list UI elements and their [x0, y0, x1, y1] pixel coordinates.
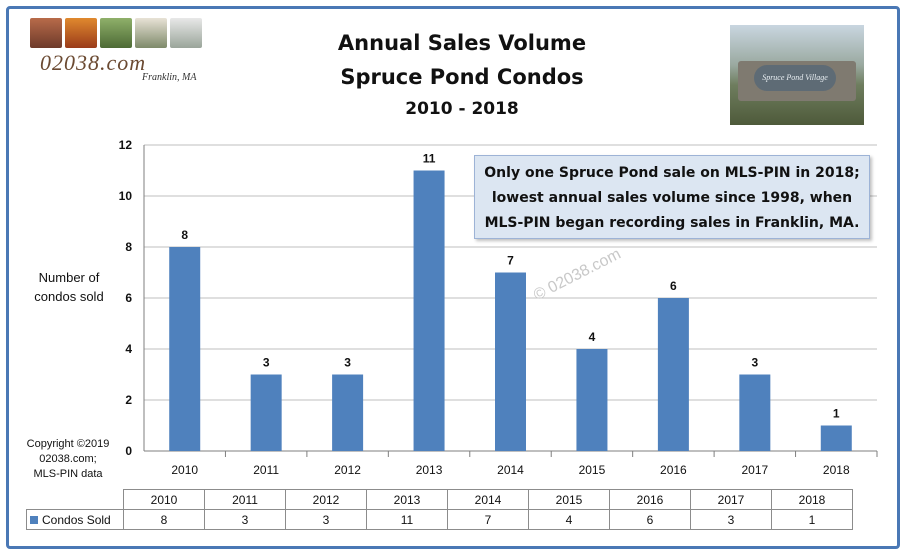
- data-label: 3: [263, 356, 270, 370]
- bar: [250, 374, 282, 451]
- bar: [739, 374, 771, 451]
- x-tick-label: 2013: [416, 463, 443, 477]
- y-tick-label: 10: [119, 189, 133, 203]
- series-name: Condos Sold: [42, 512, 111, 527]
- site-logo: 02038.com Franklin, MA: [30, 18, 205, 98]
- bar: [413, 170, 445, 451]
- x-tick-label: 2017: [741, 463, 768, 477]
- x-tick-label: 2010: [171, 463, 198, 477]
- y-axis-label: Number of condos sold: [24, 268, 114, 306]
- data-table-header-row: 2010 2011 2012 2013 2014 2015 2016 2017 2018: [26, 489, 853, 510]
- logo-photo: [100, 18, 132, 48]
- data-label: 1: [833, 407, 840, 421]
- callout-line-2: lowest annual sales volume since 1998, w…: [491, 190, 853, 206]
- data-label: 7: [507, 254, 514, 268]
- data-table-category: 2013: [366, 489, 448, 510]
- y-tick-label: 0: [125, 444, 132, 458]
- x-tick-label: 2012: [334, 463, 361, 477]
- bar: [332, 374, 364, 451]
- title-line-3: 2010 - 2018: [405, 99, 519, 119]
- copyright-line-3: MLS-PIN data: [33, 468, 103, 480]
- data-table-corner: [26, 489, 124, 510]
- x-tick-label: 2018: [823, 463, 850, 477]
- title-line-2: Spruce Pond Condos: [340, 65, 584, 89]
- data-table-category: 2015: [528, 489, 610, 510]
- data-table-value: 6: [609, 509, 691, 530]
- logo-town: Franklin, MA: [142, 72, 197, 83]
- data-label: 11: [423, 152, 436, 166]
- y-tick-label: 2: [125, 393, 132, 407]
- data-table-category: 2012: [285, 489, 367, 510]
- data-table-series-row: Condos Sold 8 3 3 11 7 4 6 3 1: [26, 509, 853, 530]
- data-table-value: 7: [447, 509, 529, 530]
- logo-photo: [65, 18, 97, 48]
- entrance-photo: Spruce Pond Village: [730, 25, 864, 125]
- copyright-line-2: 02038.com;: [39, 453, 97, 465]
- data-table-value: 1: [771, 509, 853, 530]
- copyright-line-1: Copyright ©2019: [26, 438, 110, 450]
- data-table-category: 2017: [690, 489, 772, 510]
- logo-site-name: 02038.com: [40, 50, 147, 75]
- x-tick-label: 2011: [253, 463, 279, 477]
- logo-photo: [30, 18, 62, 48]
- data-table-category: 2014: [447, 489, 529, 510]
- y-tick-label: 8: [125, 240, 132, 254]
- callout-line-3: MLS-PIN began recording sales in Frankli…: [484, 215, 860, 231]
- y-tick-label: 4: [125, 342, 132, 356]
- y-axis-label-line-1: Number of: [38, 270, 100, 285]
- y-tick-label: 6: [125, 291, 132, 305]
- y-axis-label-line-2: condos sold: [34, 289, 104, 304]
- x-tick-label: 2014: [497, 463, 524, 477]
- data-label: 3: [751, 356, 758, 370]
- data-table-category: 2016: [609, 489, 691, 510]
- data-label: 3: [344, 356, 351, 370]
- callout-line-1: Only one Spruce Pond sale on MLS-PIN in …: [484, 165, 860, 181]
- title-line-1: Annual Sales Volume: [337, 31, 587, 55]
- entrance-sign: Spruce Pond Village: [754, 65, 836, 91]
- data-table-value: 3: [690, 509, 772, 530]
- data-table-value: 4: [528, 509, 610, 530]
- data-table-category: 2010: [123, 489, 205, 510]
- data-label: 4: [589, 330, 596, 344]
- data-table-series-name: Condos Sold: [26, 509, 124, 530]
- y-tick-label: 12: [119, 138, 133, 152]
- x-tick-label: 2015: [579, 463, 606, 477]
- data-table-value: 3: [285, 509, 367, 530]
- logo-photo: [170, 18, 202, 48]
- copyright-note: Copyright ©2019 02038.com; MLS-PIN data: [18, 437, 118, 482]
- data-table: 2010 2011 2012 2013 2014 2015 2016 2017 2018 Con…: [26, 489, 853, 530]
- data-table-value: 8: [123, 509, 205, 530]
- bar: [576, 349, 608, 451]
- bar: [657, 298, 689, 451]
- callout-box: Only one Spruce Pond sale on MLS-PIN in …: [474, 155, 870, 239]
- bar: [169, 247, 201, 451]
- logo-photo-strip: [30, 18, 205, 48]
- bar: [820, 425, 852, 451]
- bar: [495, 272, 526, 451]
- data-table-value: 11: [366, 509, 448, 530]
- data-label: 8: [181, 228, 188, 242]
- data-table-value: 3: [204, 509, 286, 530]
- logo-photo: [135, 18, 167, 48]
- data-table-category: 2011: [204, 489, 286, 510]
- legend-swatch: [30, 515, 38, 524]
- chart-title: Annual Sales Volume Spruce Pond Condos 2…: [262, 26, 662, 124]
- data-table-category: 2018: [771, 489, 853, 510]
- data-label: 6: [670, 279, 677, 293]
- x-tick-label: 2016: [660, 463, 687, 477]
